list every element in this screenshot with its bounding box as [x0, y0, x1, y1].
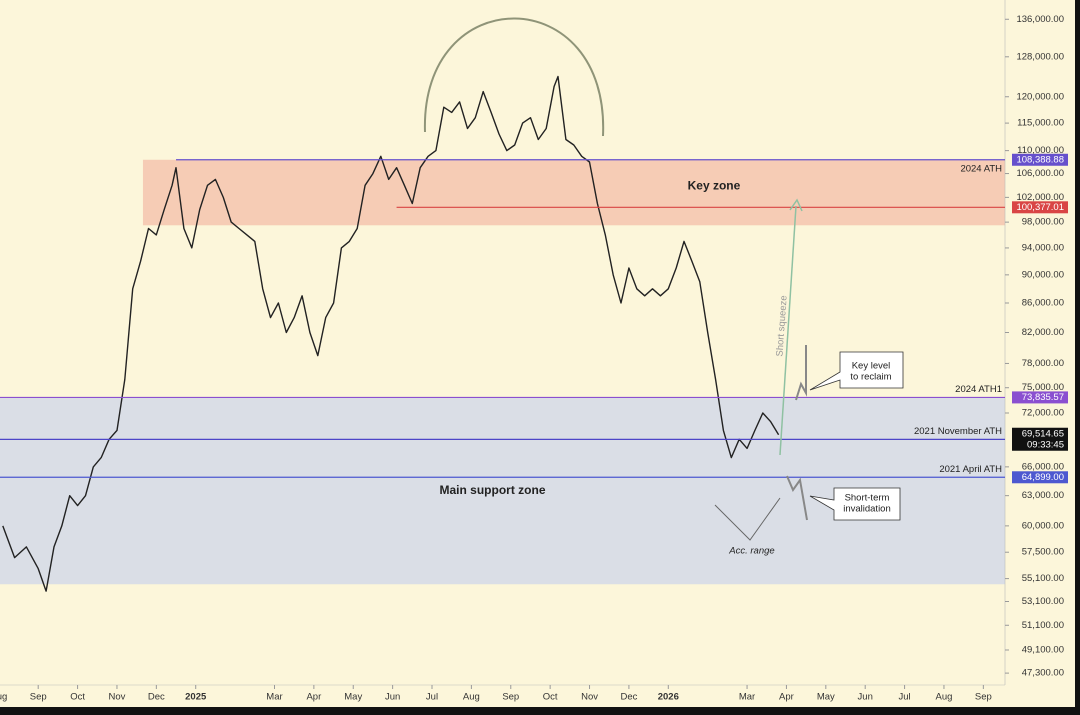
top-arc: [423, 17, 605, 137]
x-tick-label: Mar: [739, 692, 755, 703]
level-label: 2024 ATH1: [955, 384, 1002, 395]
level-label: 2021 November ATH: [914, 426, 1002, 437]
x-tick-label: Apr: [306, 692, 321, 703]
y-tick-label: 90,000.00: [1022, 269, 1064, 280]
callout-text: Short-term: [845, 493, 890, 504]
zone-label: Key zone: [688, 179, 741, 193]
y-tick-label: 115,000.00: [1017, 118, 1064, 129]
axes: 136,000.00 128,000.00 120,000.00 115,000.00…: [0, 0, 1064, 703]
x-tick-label: Dec: [148, 692, 165, 703]
x-tick-label: Sep: [30, 692, 47, 703]
y-tick-label: 51,100.00: [1022, 620, 1064, 631]
x-tick-label: Dec: [620, 692, 637, 703]
level-label: 2024 ATH: [960, 163, 1002, 174]
x-tick-label: 2026: [658, 692, 679, 703]
y-tick-label: 75,000.00: [1022, 382, 1064, 393]
y-tick-label: 86,000.00: [1022, 298, 1064, 309]
y-tick-label: 53,100.00: [1022, 596, 1064, 607]
squeeze-arrowhead: [789, 198, 803, 212]
y-tick-label: 72,000.00: [1022, 408, 1064, 419]
invalidation-callout: [809, 487, 901, 521]
y-tick-label: 120,000.00: [1016, 91, 1064, 102]
y-tick-label: 78,000.00: [1022, 358, 1064, 369]
x-tick-label: Nov: [581, 692, 598, 703]
x-tick-label: Jul: [899, 692, 911, 703]
x-tick-label: May: [344, 692, 362, 703]
reclaim-path: [795, 345, 807, 401]
y-tick-label: 98,000.00: [1022, 217, 1064, 228]
y-tick-label: 47,300.00: [1022, 668, 1064, 679]
callout-text: invalidation: [843, 504, 891, 515]
x-tick-label: May: [817, 692, 835, 703]
y-tick-label: 128,000.00: [1016, 51, 1064, 62]
y-tick-label: 102,000.00: [1016, 192, 1064, 203]
x-tick-label: Nov: [109, 692, 126, 703]
x-tick-label: 2025: [185, 692, 207, 703]
price: [2, 75, 780, 592]
x-tick-label: Sep: [975, 692, 992, 703]
x-tick-label: Oct: [543, 692, 558, 703]
callout-text: to reclaim: [850, 372, 891, 383]
short-squeeze-label: Short squeeze: [774, 295, 789, 357]
current-price-label: 69,514.65: [1022, 428, 1064, 439]
price-tag: [1012, 201, 1068, 214]
level-label: 2021 April ATH: [939, 464, 1002, 475]
x-tick-label: Jun: [385, 692, 400, 703]
callout-text: Key level: [852, 361, 891, 372]
x-tick-label: Jul: [426, 692, 438, 703]
acc-range-label: Acc. range: [728, 546, 774, 557]
squeeze-arrow: [779, 205, 797, 456]
y-tick-label: 110,000.00: [1017, 145, 1064, 156]
y-tick-label: 57,500.00: [1022, 547, 1064, 558]
zone: [142, 159, 1006, 226]
key-level-callout: [809, 351, 904, 391]
y-tick-label: 106,000.00: [1016, 168, 1064, 179]
x-tick-label: Apr: [779, 692, 794, 703]
price-tag: [1012, 391, 1068, 404]
x-tick-label: Sep: [502, 692, 519, 703]
y-tick-label: 94,000.00: [1022, 242, 1064, 253]
y-tick-label: 55,100.00: [1022, 573, 1064, 584]
invalidation-path: [786, 475, 808, 521]
price-tag-label: 73,835.57: [1022, 392, 1064, 403]
price-tag-label: 100,377.01: [1016, 202, 1064, 213]
price-line: [2, 75, 780, 592]
y-tick-label: 63,000.00: [1022, 490, 1064, 501]
current-price-tag: [1012, 427, 1068, 451]
x-tick-label: Oct: [70, 692, 85, 703]
price-tag: [1012, 471, 1068, 484]
x-tick-label: Aug: [463, 692, 480, 703]
x-tick-label: Jun: [858, 692, 873, 703]
x-tick-label: Mar: [266, 692, 282, 703]
x-tick-label: Aug: [936, 692, 953, 703]
price-tag: [1012, 153, 1068, 166]
zone-label: Main support zone: [440, 483, 546, 497]
y-tick-label: 66,000.00: [1022, 461, 1064, 472]
y-tick-label: 136,000.00: [1016, 14, 1064, 25]
price-tag-label: 108,388.88: [1016, 154, 1064, 165]
y-tick-label: 60,000.00: [1022, 520, 1064, 531]
levels: 2024 ATH 2024 ATH1 2021 November ATH 2021 A…: [0, 159, 1005, 478]
y-tick-label: 49,100.00: [1022, 645, 1064, 656]
price-tag-label: 64,899.00: [1022, 472, 1064, 483]
countdown-label: 09:33:45: [1027, 439, 1064, 450]
y-tick-label: 82,000.00: [1022, 327, 1064, 338]
acc-range-drawing: [714, 497, 781, 541]
price-tags: 108,388.88100,377.0173,835.5769,000.0064…: [1012, 153, 1068, 484]
x-tick-label: Aug: [0, 692, 7, 703]
